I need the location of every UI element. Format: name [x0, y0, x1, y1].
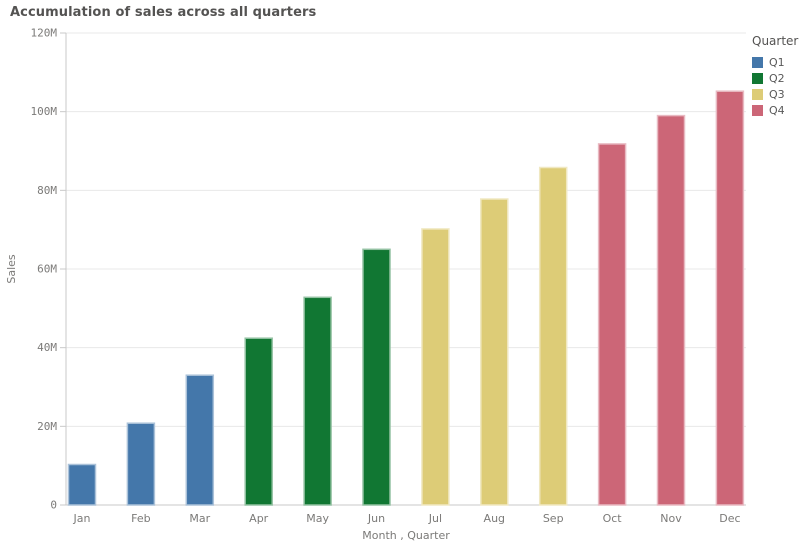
bar-jun[interactable] [362, 248, 391, 506]
legend-item-q1[interactable]: Q1 [752, 57, 800, 68]
x-tick-label-jan: Jan [73, 512, 91, 525]
legend-swatch-q4 [752, 105, 763, 116]
x-tick-label-oct: Oct [603, 512, 623, 525]
legend-items: Q1 Q2 Q3 Q4 [752, 57, 800, 116]
bar-sep[interactable] [538, 166, 568, 506]
y-tick-label: 80M [37, 184, 57, 197]
x-axis-title: Month , Quarter [362, 529, 450, 542]
legend-label-q2: Q2 [769, 72, 785, 85]
y-tick-label: 20M [37, 420, 57, 433]
y-tick-label: 0 [50, 499, 57, 512]
bar-jul[interactable] [421, 228, 450, 506]
x-tick-label-aug: Aug [484, 512, 505, 525]
legend-label-q1: Q1 [769, 56, 785, 69]
legend-title: Quarter [752, 34, 799, 48]
x-tick-label-sep: Sep [543, 512, 564, 525]
x-tick-label-nov: Nov [660, 512, 682, 525]
x-tick-label-jun: Jun [367, 512, 385, 525]
legend-swatch-q1 [752, 57, 763, 68]
legend: Quarter Q1 Q2 Q3 Q4 [752, 34, 800, 121]
y-tick-label: 120M [31, 27, 58, 40]
bar-feb[interactable] [126, 422, 156, 506]
y-tick-label: 60M [37, 263, 57, 276]
y-axis-title: Sales [5, 254, 18, 284]
bar-apr[interactable] [244, 337, 273, 506]
x-tick-label-apr: Apr [249, 512, 269, 525]
y-tick-label: 100M [31, 105, 58, 118]
bar-may[interactable] [303, 296, 332, 506]
x-tick-label-may: May [306, 512, 329, 525]
legend-item-q2[interactable]: Q2 [752, 73, 800, 84]
bar-oct[interactable] [597, 143, 627, 506]
x-tick-label-jul: Jul [428, 512, 442, 525]
legend-label-q3: Q3 [769, 88, 785, 101]
y-tick-label: 40M [37, 341, 57, 354]
x-tick-label-mar: Mar [189, 512, 210, 525]
bar-aug[interactable] [480, 198, 509, 506]
legend-swatch-q2 [752, 73, 763, 84]
x-tick-label-feb: Feb [131, 512, 150, 525]
legend-swatch-q3 [752, 89, 763, 100]
legend-label-q4: Q4 [769, 104, 785, 117]
legend-item-q4[interactable]: Q4 [752, 105, 800, 116]
bar-mar[interactable] [185, 374, 215, 506]
bar-nov[interactable] [656, 114, 686, 506]
plot-area: 0 20M 40M 60M 80M 100M 120M Jan Feb Mar Apr May Jun J… [31, 27, 746, 525]
chart-title: Accumulation of sales across all quarter… [10, 5, 317, 20]
bar-dec[interactable] [715, 90, 745, 506]
bar-jan[interactable] [67, 463, 97, 506]
x-tick-label-dec: Dec [719, 512, 740, 525]
legend-item-q3[interactable]: Q3 [752, 89, 800, 100]
